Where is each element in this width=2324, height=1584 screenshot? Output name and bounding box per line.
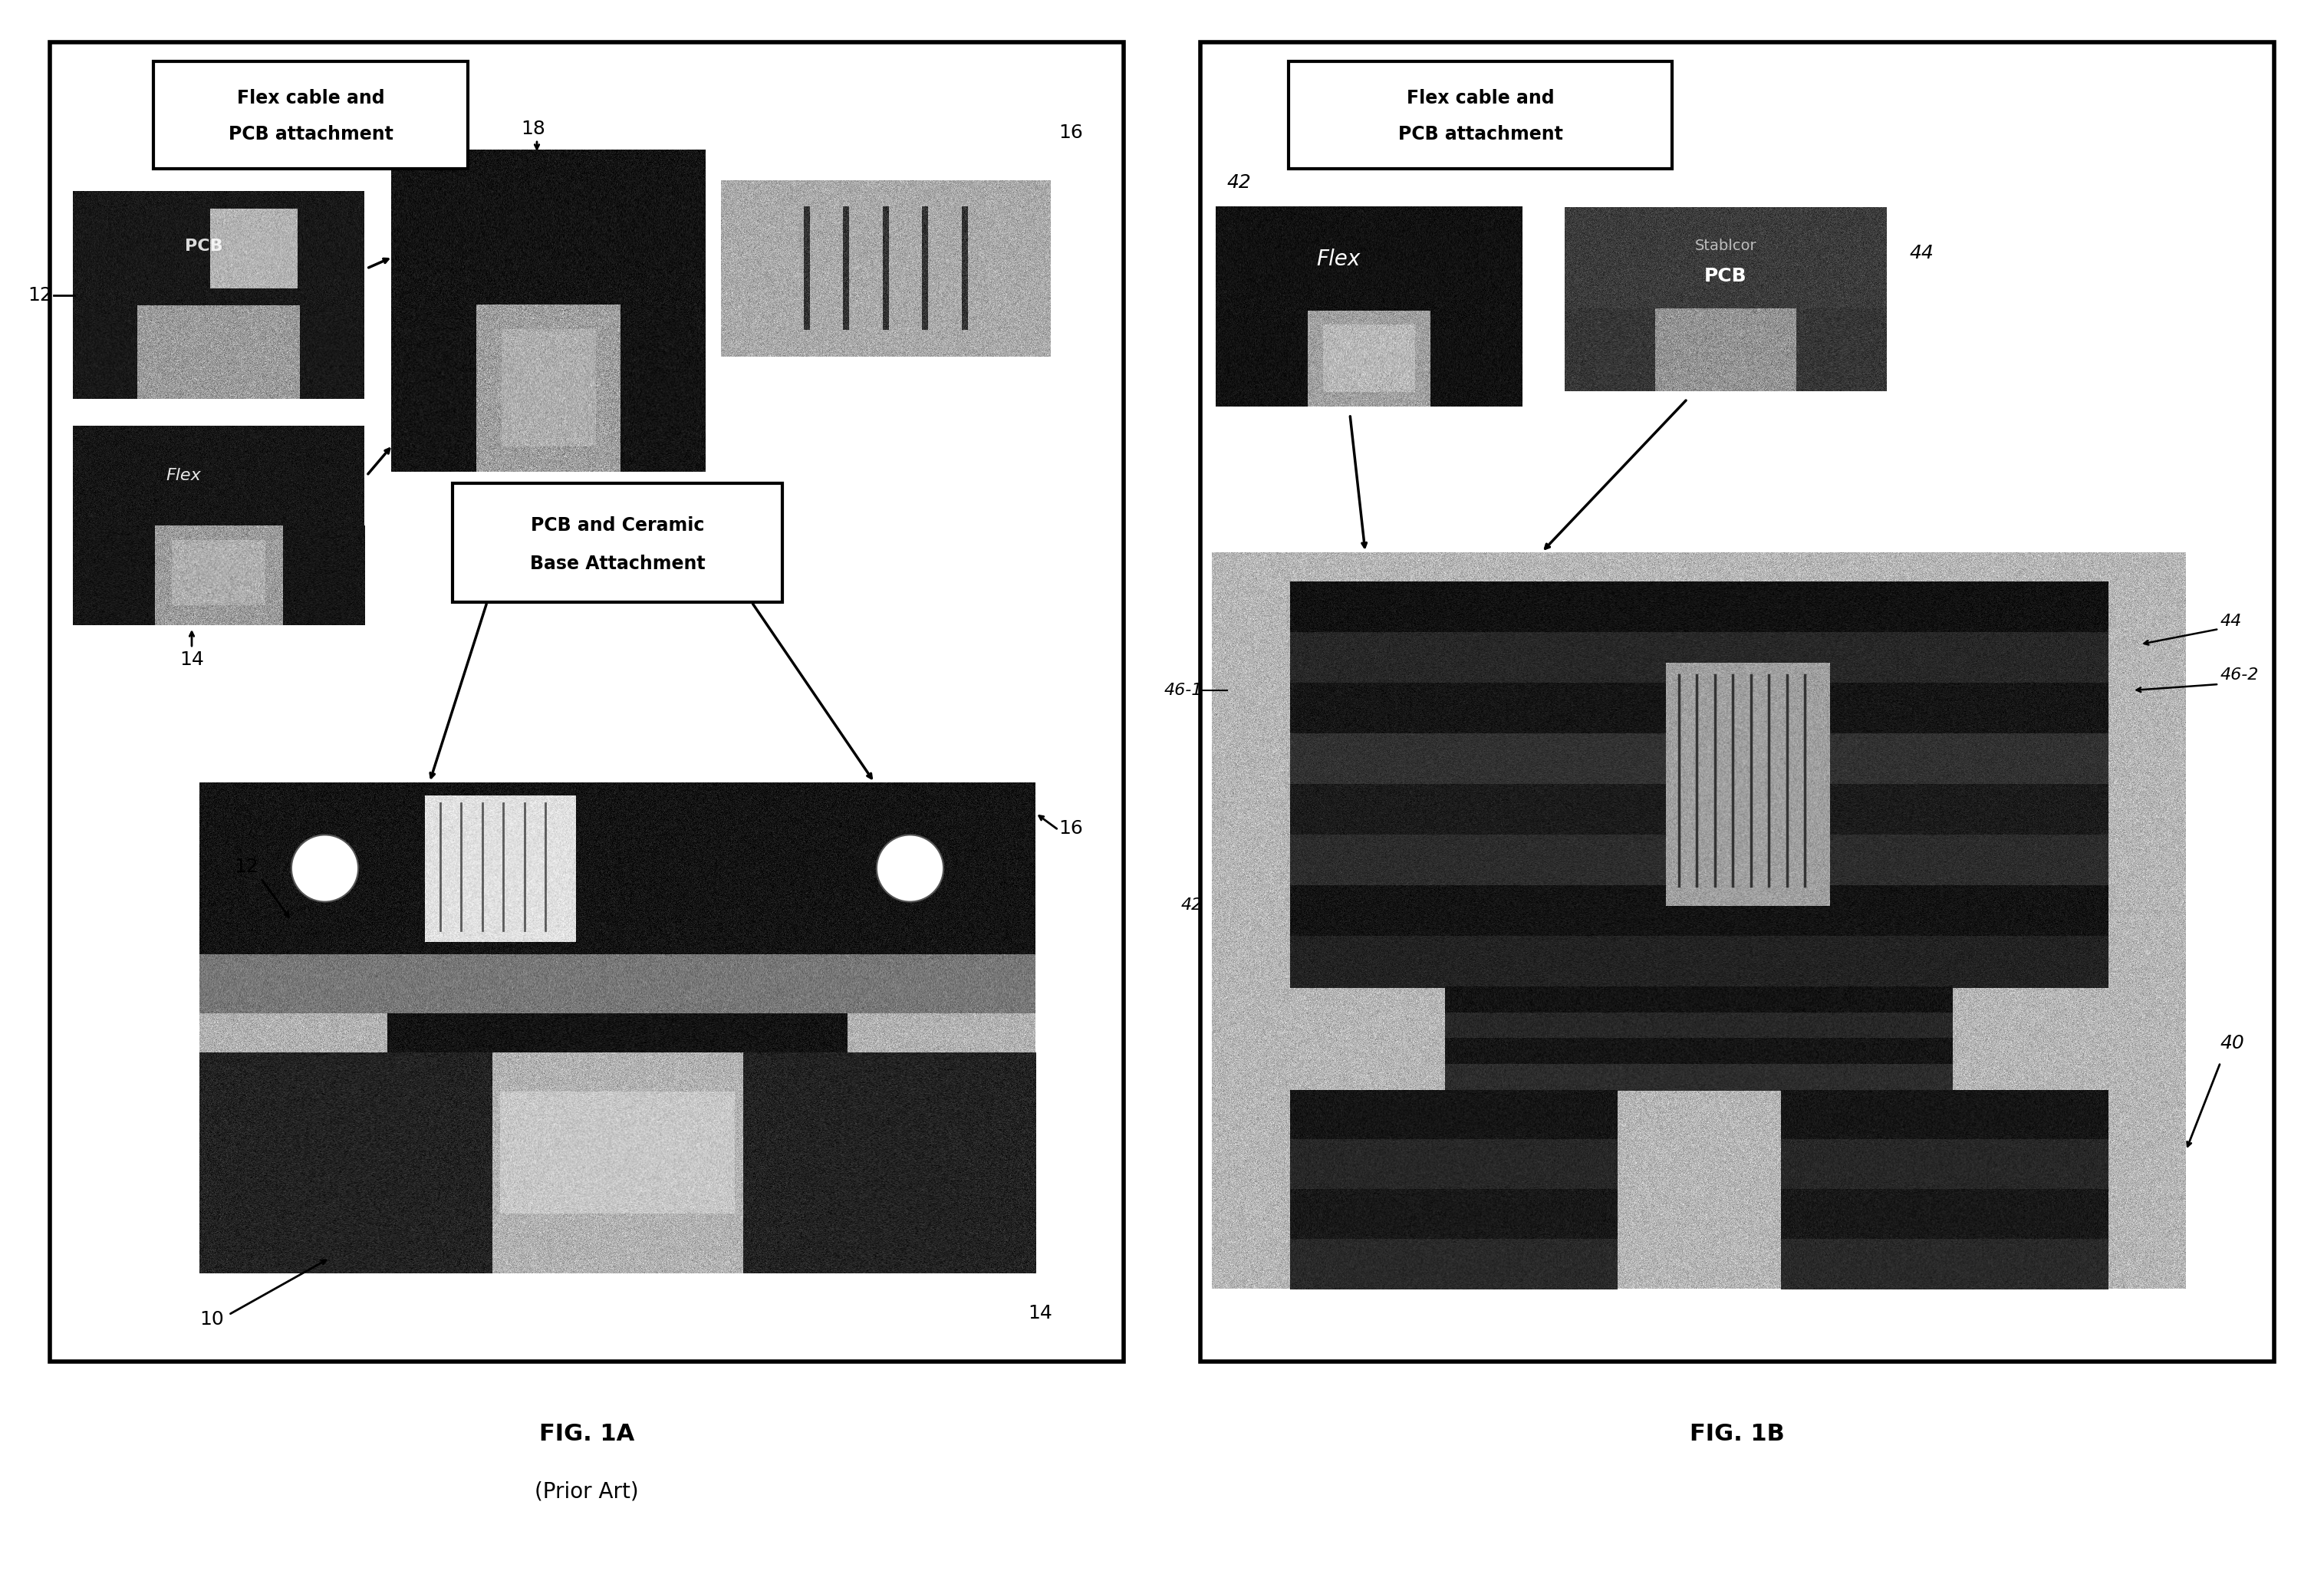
Text: 42: 42	[1227, 173, 1253, 192]
Text: 12: 12	[28, 287, 51, 304]
Text: 44: 44	[1910, 244, 1934, 263]
Text: (Prior Art): (Prior Art)	[535, 1481, 639, 1503]
Text: 16: 16	[1057, 124, 1083, 143]
Bar	[49, 43, 1122, 1362]
Text: 12: 12	[235, 857, 258, 876]
Text: PCB attachment: PCB attachment	[228, 125, 393, 144]
Text: PCB attachment: PCB attachment	[1399, 125, 1562, 144]
Text: 46-2: 46-2	[2219, 667, 2259, 683]
Text: FIG. 1A: FIG. 1A	[539, 1424, 634, 1446]
Bar	[1202, 43, 2275, 1362]
Bar	[1287, 62, 1671, 169]
Text: 44: 44	[2219, 613, 2243, 629]
Text: FIG. 1B: FIG. 1B	[1690, 1424, 1785, 1446]
Text: 46-1: 46-1	[1164, 683, 1202, 699]
Text: PCB: PCB	[1703, 266, 1748, 285]
Text: 10: 10	[200, 1310, 223, 1329]
Bar	[153, 62, 467, 169]
Text: 42: 42	[1181, 898, 1202, 912]
Circle shape	[876, 835, 944, 901]
Circle shape	[290, 835, 358, 901]
Text: PCB: PCB	[186, 239, 223, 253]
Text: 16: 16	[1057, 819, 1083, 838]
Text: Flex cable and: Flex cable and	[1406, 89, 1555, 108]
Text: Stablcor: Stablcor	[1694, 238, 1757, 253]
Text: Base Attachment: Base Attachment	[530, 554, 704, 573]
Text: Flex: Flex	[165, 467, 202, 483]
Text: 14: 14	[179, 651, 205, 668]
Text: 14: 14	[1027, 1304, 1053, 1323]
Text: Flex cable and: Flex cable and	[237, 89, 383, 108]
Text: 40: 40	[2219, 1034, 2245, 1052]
Text: PCB and Ceramic: PCB and Ceramic	[530, 516, 704, 535]
Bar	[453, 483, 783, 602]
Text: 18: 18	[521, 120, 546, 138]
Text: Flex: Flex	[1315, 249, 1360, 269]
